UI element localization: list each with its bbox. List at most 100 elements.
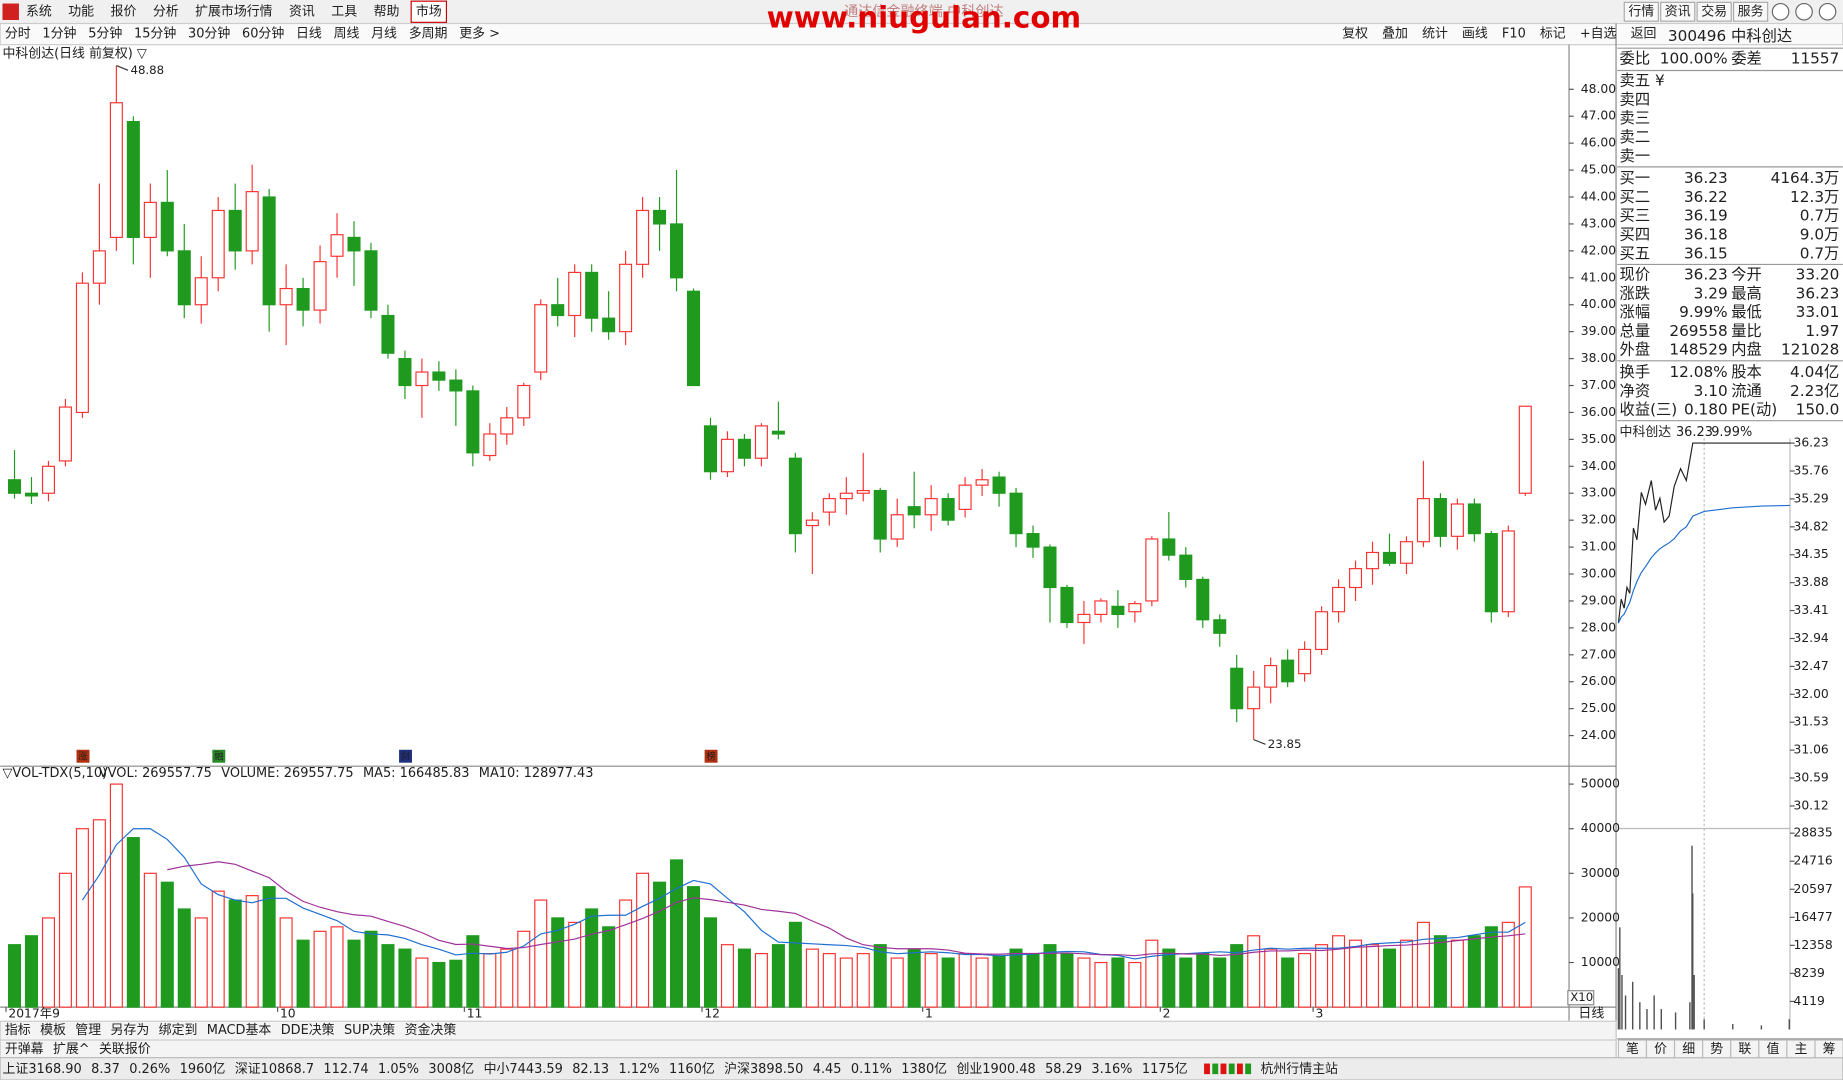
candle-body <box>415 371 429 387</box>
menu-item[interactable]: 扩展市场行情 <box>195 3 273 19</box>
period-button[interactable]: 周线 <box>334 27 360 42</box>
menu-button[interactable] <box>1660 1 1696 22</box>
candle-body <box>245 191 259 252</box>
tool-button[interactable]: F10 <box>1502 27 1526 42</box>
tool-button[interactable]: 画线 <box>1462 27 1488 42</box>
mini-tab-label[interactable]: 主 <box>1795 1042 1808 1057</box>
period-button[interactable]: 分时 <box>5 27 31 42</box>
y-tick-label: 32.00 <box>1581 513 1616 527</box>
bottom-tab[interactable]: DDE决策 <box>281 1022 335 1038</box>
tool-button[interactable]: 叠加 <box>1382 27 1408 42</box>
candle-body <box>941 498 955 521</box>
period-button[interactable]: 30分钟 <box>188 26 230 42</box>
mini-tab-label[interactable]: 细 <box>1682 1042 1695 1057</box>
bottom-tab[interactable]: SUP决策 <box>344 1022 395 1038</box>
period-button[interactable]: 60分钟 <box>242 26 284 42</box>
menu-item[interactable]: 市场 <box>416 3 442 19</box>
tool-button[interactable]: 统计 <box>1422 27 1448 42</box>
volume-bar <box>1518 886 1532 1008</box>
menu-item[interactable]: 分析 <box>153 4 179 19</box>
series-line <box>1617 504 1790 624</box>
period-button[interactable]: 更多 > <box>459 27 500 42</box>
event-marker-label[interactable]: 涨 <box>78 751 88 762</box>
stat-value: 3.29 <box>1694 284 1728 302</box>
volume-bar <box>177 908 191 1008</box>
volume-bar <box>754 953 768 1008</box>
y-tick-label: 41.00 <box>1581 270 1616 284</box>
menu-item[interactable]: 系统 <box>26 4 52 19</box>
volume-bar <box>958 953 972 1008</box>
window-control[interactable] <box>1771 2 1790 21</box>
period-button[interactable]: 1分钟 <box>42 26 76 42</box>
candle-body <box>58 406 72 462</box>
event-marker[interactable] <box>399 749 412 763</box>
candle-body <box>703 425 718 473</box>
bottom-tab[interactable]: 扩展^ <box>53 1042 90 1057</box>
volume-bar <box>551 917 565 1008</box>
bottom-tab[interactable]: 绑定到 <box>159 1023 198 1038</box>
event-marker-label[interactable]: 融 <box>214 751 224 762</box>
menu-item[interactable]: 报价 <box>111 4 137 19</box>
bottom-tab[interactable]: 关联报价 <box>99 1042 151 1057</box>
bottom-tab[interactable]: 模板 <box>40 1023 66 1038</box>
candle-body <box>1094 600 1108 616</box>
event-marker-label[interactable]: 财 <box>401 750 410 762</box>
mini-tab-label[interactable]: 价 <box>1654 1042 1667 1057</box>
period-button[interactable]: 15分钟 <box>134 26 176 42</box>
bottom-tab[interactable]: 指标 <box>5 1023 31 1038</box>
bottom-tab[interactable]: 资金决策 <box>405 1022 457 1038</box>
period-button[interactable]: 多周期 <box>409 27 448 42</box>
period-button[interactable]: 5分钟 <box>88 26 122 42</box>
tool-button[interactable]: 返回 <box>1631 27 1657 42</box>
volume-bar <box>194 917 208 1008</box>
tool-button[interactable]: 复权 <box>1342 26 1368 42</box>
window-control[interactable] <box>1818 2 1837 21</box>
period-button[interactable]: 日线 <box>296 27 322 42</box>
volume-bar <box>1365 944 1380 1008</box>
menu-item[interactable]: 帮助 <box>374 4 400 19</box>
y-tick-label: 26.00 <box>1581 674 1616 688</box>
watermark: www.niugulan.com <box>767 0 1082 34</box>
tool-button[interactable]: 标记 <box>1540 27 1566 42</box>
bottom-tab[interactable]: 管理 <box>75 1023 101 1038</box>
mini-tab-label[interactable]: 值 <box>1766 1041 1779 1057</box>
menu-button[interactable] <box>1732 1 1769 22</box>
event-marker[interactable] <box>76 749 90 763</box>
bottom-tab[interactable]: MACD基本 <box>207 1023 272 1038</box>
status-amount: 1160亿 <box>669 1062 715 1077</box>
mini-tab-label[interactable]: 筹 <box>1823 1041 1836 1057</box>
menu-button[interactable] <box>1696 1 1732 22</box>
event-marker-label[interactable]: 榜 <box>706 750 715 762</box>
volume-bar <box>737 948 751 1008</box>
menu-item[interactable]: 工具 <box>331 4 357 19</box>
status-name: 上证 <box>3 1062 29 1077</box>
stat-label: 净资 <box>1620 382 1651 400</box>
y-tick-label: 37.00 <box>1581 378 1616 392</box>
mini-tab-label[interactable]: 联 <box>1738 1042 1751 1057</box>
x-tick-label: 3 <box>1315 1007 1323 1021</box>
event-marker[interactable] <box>704 749 718 763</box>
window-control[interactable] <box>1795 2 1813 21</box>
volume-bar <box>1009 948 1023 1008</box>
scale-box <box>1567 990 1595 1006</box>
quote-header: 300496 中科创达 <box>1668 27 1792 45</box>
buy-price: 36.19 <box>1684 207 1728 225</box>
event-marker[interactable] <box>212 749 226 763</box>
mini-tab[interactable] <box>1814 1039 1843 1059</box>
menu-button-label[interactable]: 服务 <box>1738 3 1764 19</box>
menu-item[interactable]: 功能 <box>68 4 94 19</box>
volume-bar <box>364 930 378 1008</box>
mini-tab-label[interactable]: 笔 <box>1626 1041 1639 1057</box>
menu-button-label[interactable]: 行情 <box>1628 4 1654 19</box>
bottom-tab[interactable]: 另存为 <box>111 1023 150 1038</box>
volume-bar <box>839 957 853 1008</box>
tool-button[interactable]: +自选 <box>1580 27 1617 42</box>
menu-button-label[interactable]: 资讯 <box>1665 4 1691 19</box>
menu-item[interactable]: 资讯 <box>289 4 315 19</box>
period-button[interactable]: 月线 <box>371 27 397 42</box>
menu-button-label[interactable]: 交易 <box>1701 3 1727 19</box>
candle-body <box>568 271 582 317</box>
bottom-tab[interactable]: 开弹幕 <box>5 1042 44 1057</box>
mini-tab-label[interactable]: 势 <box>1710 1041 1723 1057</box>
menu-button[interactable] <box>1623 1 1659 22</box>
